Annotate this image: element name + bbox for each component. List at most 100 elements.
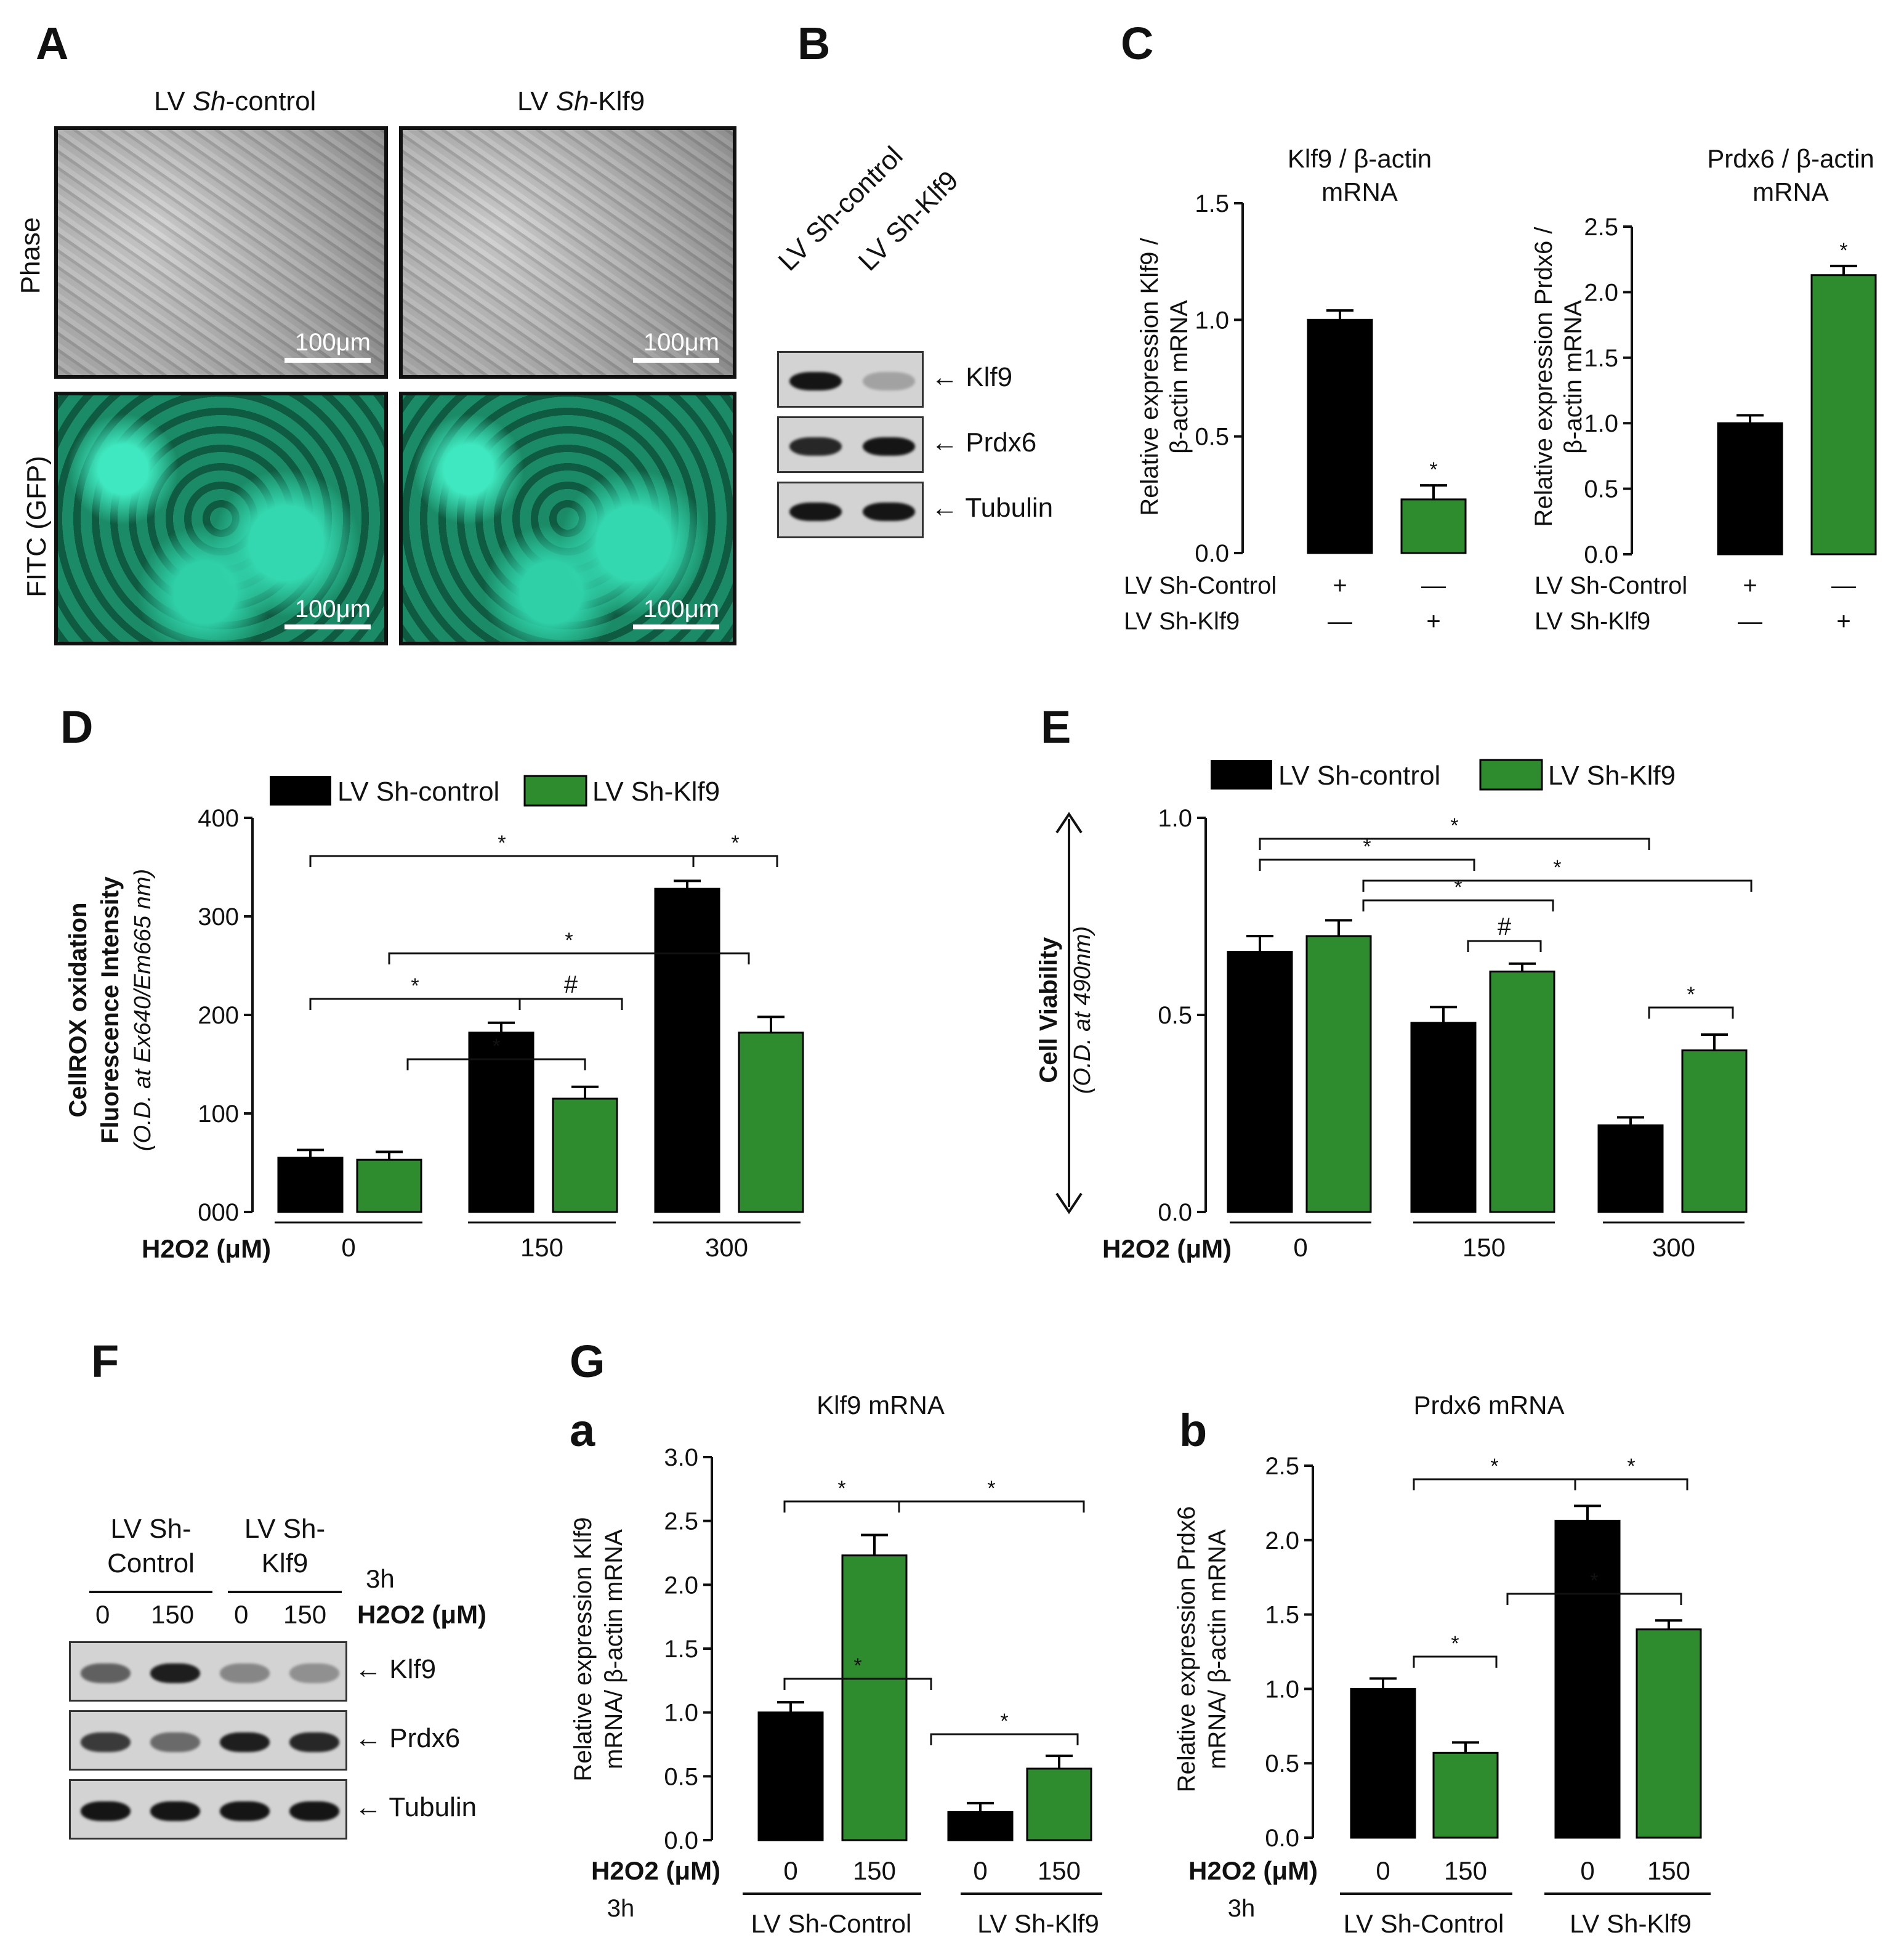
y-tick-label: 0.5 xyxy=(1195,424,1229,451)
bar xyxy=(552,1097,618,1213)
phase-image-control: 100μm xyxy=(54,126,388,379)
x-category-label: 300 xyxy=(705,1233,748,1262)
phase-image-klf9: 100μm xyxy=(399,126,736,379)
condition-mark: + xyxy=(1426,608,1440,635)
col1-italic: Sh xyxy=(192,86,226,116)
bracket xyxy=(783,1500,900,1513)
col2-italic: Sh xyxy=(555,86,589,116)
y-tick-label: 1.0 xyxy=(1584,410,1618,437)
blot-band xyxy=(80,1732,131,1752)
condition-label: LV Sh-Klf9 xyxy=(1535,608,1650,635)
panel-f-time: 3h xyxy=(366,1564,395,1593)
condition-mark: — xyxy=(1328,608,1352,635)
bracket xyxy=(1362,879,1753,892)
blot-band xyxy=(219,1801,270,1821)
blot-row-prdx6 xyxy=(777,416,924,473)
chart-d-ylabel-2: Fluorescence Intensity xyxy=(97,876,124,1144)
col2-prefix: LV xyxy=(517,86,556,116)
blot-row-tubulin xyxy=(777,482,924,538)
y-tick-label: 200 xyxy=(198,1002,239,1029)
panel-f-group2-label: LV Sh-Klf9 xyxy=(244,1514,326,1578)
chart-c1-title-line1: Klf9 / β-actin xyxy=(1288,144,1432,173)
panel-label-gb: b xyxy=(1179,1405,1208,1456)
y-tick-label: 400 xyxy=(198,805,239,832)
group-label: LV Sh-Control xyxy=(1344,1909,1504,1938)
legend-swatch-klf9 xyxy=(1479,759,1543,791)
bar xyxy=(356,1158,422,1213)
bracket xyxy=(692,855,778,867)
chart-e-ylabel-1: Cell Viability xyxy=(1035,937,1062,1083)
chart-c2-ylabel-2: β-actin mRNA xyxy=(1560,300,1587,454)
x-axis-label: H2O2 (μM) xyxy=(1102,1234,1232,1263)
bar xyxy=(1307,318,1373,554)
fitc-image-klf9: 100μm xyxy=(399,392,736,645)
condition-mark: — xyxy=(1831,572,1856,599)
x-category-label: 150 xyxy=(853,1856,896,1885)
y-tick-label: 1.0 xyxy=(1195,307,1229,334)
condition-mark: + xyxy=(1836,608,1850,635)
panel-label-b: B xyxy=(797,18,831,69)
bar xyxy=(1305,935,1372,1213)
x-category-label: 0 xyxy=(973,1856,987,1885)
blot-band xyxy=(862,372,916,390)
chart-c2-title-line1: Prdx6 / β-actin xyxy=(1707,144,1874,173)
blot-label-klf9: ← Klf9 xyxy=(355,1654,437,1684)
panel-f-group1-underline xyxy=(89,1591,212,1593)
blot-row-klf9 xyxy=(69,1641,347,1702)
y-tick-label: 0.0 xyxy=(664,1827,698,1854)
bracket xyxy=(388,952,750,964)
chart-ga-ylabel-1: Relative expression Klf9 xyxy=(570,1517,597,1781)
col2-suffix: -Klf9 xyxy=(589,86,645,116)
blot-band xyxy=(289,1801,340,1821)
group-label: LV Sh-Klf9 xyxy=(977,1909,1099,1938)
bracket-label: * xyxy=(1451,1632,1459,1655)
y-tick-label: 0.5 xyxy=(664,1763,698,1790)
scale-label: 100μm xyxy=(294,329,371,356)
time-label: 3h xyxy=(1228,1895,1256,1922)
bracket-label: * xyxy=(731,831,739,855)
chart-e-ylabel-2: (O.D. at 490nm) xyxy=(1070,926,1095,1094)
bar xyxy=(1350,1687,1416,1839)
panel-label-c: C xyxy=(1121,18,1154,69)
x-axis-label: H2O2 (μM) xyxy=(1188,1856,1318,1885)
y-tick-label: 1.5 xyxy=(1195,190,1229,217)
viability-arrow-head-down xyxy=(1055,1192,1083,1214)
x-axis-label: H2O2 (μM) xyxy=(591,1856,720,1885)
bracket xyxy=(1362,899,1554,911)
group-label: LV Sh-Klf9 xyxy=(1570,1909,1692,1938)
y-tick-label: 300 xyxy=(198,903,239,931)
y-tick-label: 1.0 xyxy=(1265,1676,1299,1703)
scale-bar xyxy=(284,624,371,629)
bracket-label: * xyxy=(987,1477,995,1500)
bracket xyxy=(898,1500,1085,1513)
blot-band xyxy=(862,503,916,521)
bracket xyxy=(309,855,695,867)
x-category-label: 150 xyxy=(1038,1856,1081,1885)
scale-label: 100μm xyxy=(643,596,719,623)
bracket xyxy=(1467,940,1542,952)
bracket-label: * xyxy=(837,1477,845,1500)
y-tick-label: 2.0 xyxy=(1265,1527,1299,1554)
panel-f-dose-4: 150 xyxy=(283,1600,327,1629)
chart-c2-title-line2: mRNA xyxy=(1753,177,1829,206)
bracket-label: * xyxy=(1627,1455,1635,1478)
bracket xyxy=(1648,1006,1734,1019)
bracket-label: * xyxy=(1450,814,1458,838)
x-category-label: 0 xyxy=(1293,1233,1307,1262)
bar xyxy=(1227,951,1293,1213)
y-tick-label: 100 xyxy=(198,1101,239,1128)
chart-c1-ylabel-2: β-actin mRNA xyxy=(1166,300,1193,454)
blot-label-tubulin: ← Tubulin xyxy=(931,493,1054,523)
y-tick-label: 0.0 xyxy=(1265,1825,1299,1852)
bar xyxy=(738,1032,804,1213)
condition-label: LV Sh-Klf9 xyxy=(1124,608,1240,635)
blot-band xyxy=(862,437,916,456)
bar xyxy=(1597,1124,1664,1213)
bar xyxy=(1554,1519,1621,1839)
blot-band xyxy=(289,1663,340,1683)
y-tick-label: 1.5 xyxy=(664,1636,698,1663)
panel-a-col1-title: LV Sh-control xyxy=(154,86,316,117)
y-tick-label: 000 xyxy=(198,1199,239,1226)
bar xyxy=(757,1711,824,1841)
condition-mark: + xyxy=(1333,572,1347,599)
